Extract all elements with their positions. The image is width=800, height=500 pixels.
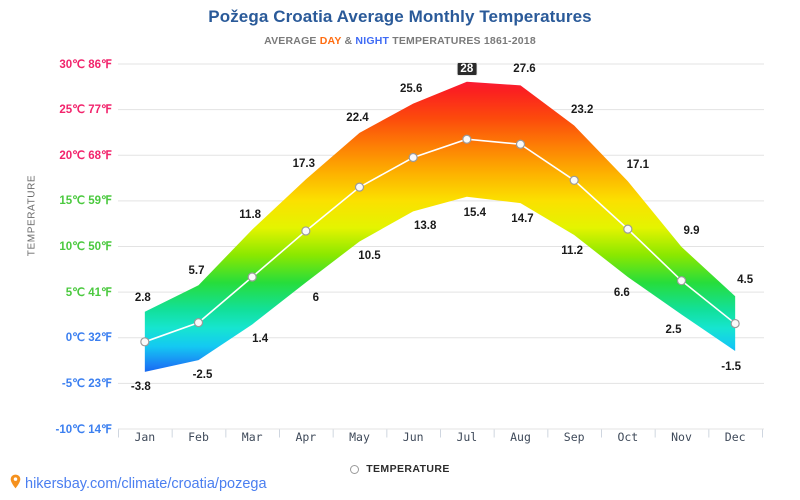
night-temperature-label-mar: 1.4	[252, 333, 269, 346]
night-temperature-label-jun: 13.8	[413, 220, 437, 233]
day-temperature-label-jan: 2.8	[134, 291, 151, 304]
data-point-marker[interactable]	[247, 272, 257, 282]
y-tick-label: 10℃ 50℉	[59, 241, 112, 253]
day-temperature-label-dec: 4.5	[737, 274, 754, 287]
data-point-marker[interactable]	[623, 224, 633, 234]
night-temperature-label-may: 10.5	[358, 250, 381, 263]
x-tick-label-apr: Apr	[295, 430, 317, 444]
chart-svg	[118, 63, 764, 438]
day-temperature-label-feb: 5.7	[188, 265, 205, 278]
data-point-marker[interactable]	[676, 276, 687, 286]
day-temperature-label-sep: 23.2	[570, 103, 594, 116]
x-tick-label-may: May	[349, 430, 370, 444]
page-title: Požega Croatia Average Monthly Temperatu…	[0, 7, 800, 27]
day-temperature-label-aug: 27.6	[513, 63, 536, 76]
night-temperature-label-sep: 11.2	[561, 245, 584, 258]
x-axis-labels: Jan Feb Mar Apr May Jun Jul Aug Sep Oct Nov Dec	[118, 430, 762, 450]
day-temperature-label-jun: 25.6	[399, 82, 423, 95]
subtitle-suffix: TEMPERATURES 1861-2018	[389, 35, 536, 47]
y-tick-label: 30℃ 86℉	[59, 58, 112, 71]
data-point-marker[interactable]	[462, 134, 472, 144]
y-tick-label: 20℃ 68℉	[59, 149, 112, 162]
temperature-band	[144, 81, 736, 372]
x-tick-label-feb: Feb	[188, 430, 209, 444]
night-temperature-label-dec: -1.5	[721, 360, 742, 373]
x-tick-label-nov: Nov	[671, 430, 692, 444]
open-circle-icon	[350, 464, 360, 474]
x-tick-label-jul: Jul	[456, 430, 478, 444]
map-pin-icon	[10, 474, 21, 494]
day-temperature-label-apr: 17.3	[292, 158, 316, 171]
night-temperature-label-jan: -3.8	[130, 380, 151, 393]
day-temperature-label-nov: 9.9	[683, 224, 700, 237]
x-tick-label-dec: Dec	[724, 430, 746, 444]
night-temperature-label-aug: 14.7	[511, 213, 534, 226]
x-tick-label-jun: Jun	[402, 430, 424, 444]
chart-subtitle: AVERAGE DAY & NIGHT TEMPERATURES 1861-20…	[0, 35, 800, 47]
chart-legend: TEMPERATURE	[0, 463, 800, 475]
night-temperature-label-jul: 15.4	[463, 206, 487, 219]
night-temperature-label-feb: -2.5	[192, 369, 213, 382]
day-temperature-label-mar: 11.8	[239, 208, 262, 221]
mean-temperature-line	[144, 138, 736, 343]
data-point-marker[interactable]	[140, 337, 150, 347]
subtitle-prefix: AVERAGE	[264, 35, 320, 47]
data-point-marker[interactable]	[569, 175, 579, 185]
x-tick-label-jan: Jan	[134, 430, 156, 444]
x-tick-label-sep: Sep	[563, 430, 585, 444]
y-tick-label: 5℃ 41℉	[65, 286, 112, 299]
legend-item-temperature: TEMPERATURE	[366, 463, 450, 475]
day-temperature-label-jul: 28	[456, 61, 478, 76]
night-temperature-label-apr: 6	[312, 291, 320, 304]
day-temperature-label-may: 22.4	[346, 111, 369, 124]
y-axis-labels: 30℃ 86℉ 25℃ 77℉ 20℃ 68℉ 15℃ 59℉ 10℃ 50℉ 5℃ 41…	[0, 0, 112, 500]
subtitle-day: DAY	[319, 35, 342, 47]
data-point-marker[interactable]	[408, 152, 418, 163]
chart-title-text: Požega Croatia Average Monthly Temperatu…	[208, 7, 592, 26]
subtitle-night: NIGHT	[355, 35, 390, 47]
night-temperature-label-nov: 2.5	[665, 324, 682, 337]
data-point-marker[interactable]	[193, 318, 204, 328]
footer: hikersbay.com/climate/croatia/pozega	[10, 474, 267, 494]
y-tick-label: -5℃ 23℉	[61, 377, 112, 390]
data-point-marker[interactable]	[354, 182, 365, 192]
x-tick-label-aug: Aug	[510, 430, 531, 444]
data-point-marker[interactable]	[515, 139, 526, 149]
y-tick-label: 0℃ 32℉	[65, 332, 112, 345]
day-temperature-label-oct: 17.1	[626, 159, 650, 172]
y-tick-label: 15℃ 59℉	[59, 195, 112, 208]
subtitle-ampersand: &	[341, 35, 356, 47]
x-tick-label-mar: Mar	[241, 430, 263, 444]
data-point-marker[interactable]	[301, 226, 311, 236]
x-tick-label-oct: Oct	[617, 430, 639, 444]
night-temperature-label-oct: 6.6	[613, 287, 630, 300]
plot-area	[118, 0, 768, 500]
y-tick-label: -10℃ 14℉	[55, 423, 112, 436]
y-tick-label: 25℃ 77℉	[59, 104, 112, 117]
site-link[interactable]: hikersbay.com/climate/croatia/pozega	[25, 476, 267, 492]
data-point-marker[interactable]	[730, 318, 740, 329]
